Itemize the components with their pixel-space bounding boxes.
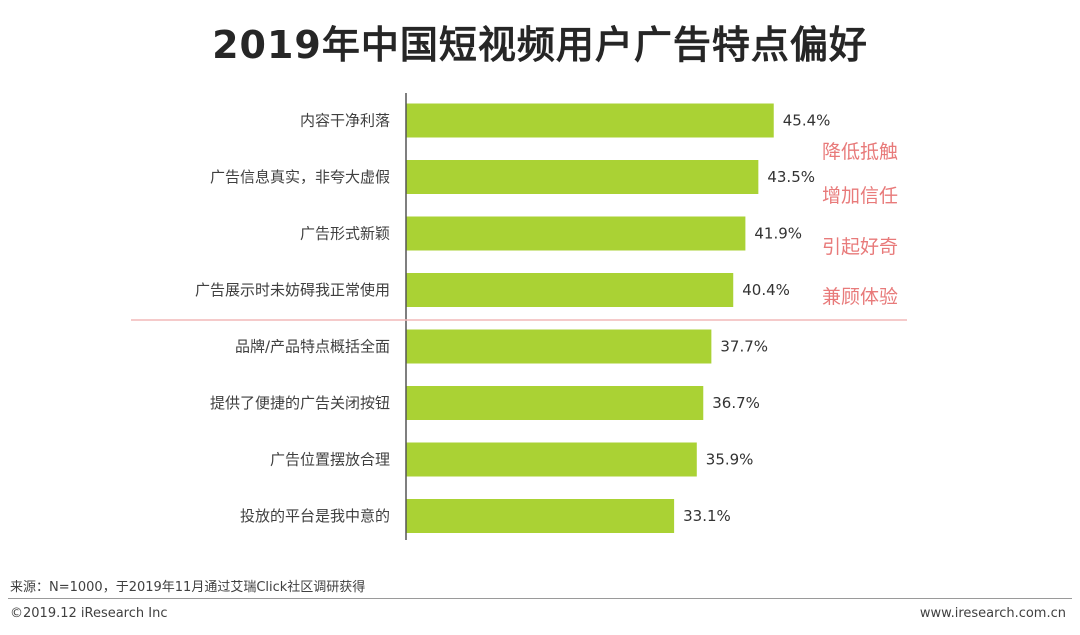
bar xyxy=(406,273,734,307)
value-label: 37.7% xyxy=(720,338,768,356)
source-note: 来源：N=1000，于2019年11月通过艾瑞Click社区调研获得 xyxy=(10,580,366,595)
value-label: 43.5% xyxy=(767,168,815,186)
value-label: 40.4% xyxy=(742,281,790,299)
bar xyxy=(406,160,759,194)
annotation-label: 增加信任 xyxy=(822,185,898,207)
value-label: 36.7% xyxy=(712,394,760,412)
value-label: 33.1% xyxy=(683,507,731,525)
category-label: 投放的平台是我中意的 xyxy=(240,507,390,525)
category-label: 广告展示时未妨碍我正常使用 xyxy=(195,281,390,299)
bars-group: 内容干净利落 45.4% 广告信息真实，非夸大虚假 43.5% 广告形式新颖 41.9% 广… xyxy=(195,103,831,533)
bar xyxy=(406,216,746,251)
value-label: 41.9% xyxy=(754,225,802,243)
bar xyxy=(406,329,712,364)
annotation-label: 降低抵触 xyxy=(822,141,898,163)
category-label: 广告信息真实，非夸大虚假 xyxy=(210,168,390,186)
category-label: 广告位置摆放合理 xyxy=(270,451,390,469)
category-label: 内容干净利落 xyxy=(300,112,390,130)
category-label: 广告形式新颖 xyxy=(300,225,390,243)
website-url: www.iresearch.com.cn xyxy=(919,606,1066,621)
bar-chart: 内容干净利落 45.4% 广告信息真实，非夸大虚假 43.5% 广告形式新颖 41.9% 广… xyxy=(131,93,907,540)
category-label: 品牌/产品特点概括全面 xyxy=(235,338,390,356)
category-label: 提供了便捷的广告关闭按钮 xyxy=(210,394,390,412)
bar xyxy=(406,499,675,533)
annotation-label: 兼顾体验 xyxy=(822,286,898,308)
value-label: 35.9% xyxy=(706,451,754,469)
bar xyxy=(406,103,774,138)
annotation-label: 引起好奇 xyxy=(822,236,898,258)
chart-title: 2019年中国短视频用户广告特点偏好 xyxy=(212,23,868,67)
footer-divider xyxy=(8,598,1072,599)
value-label: 45.4% xyxy=(783,112,831,130)
copyright: ©2019.12 iResearch Inc xyxy=(10,606,168,621)
bar xyxy=(406,442,697,477)
bar xyxy=(406,386,704,420)
